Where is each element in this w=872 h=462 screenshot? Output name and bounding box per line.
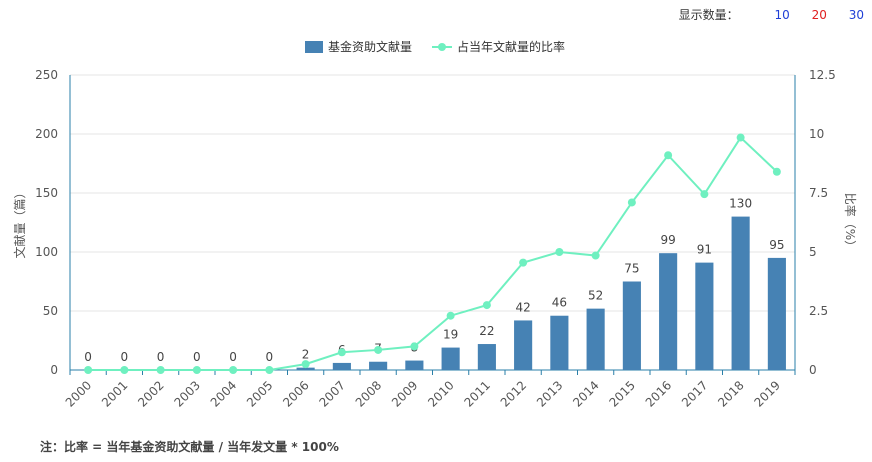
ratio-point — [446, 311, 455, 320]
ratio-point — [519, 258, 528, 267]
y2-tick-label: 7.5 — [809, 186, 828, 200]
ratio-point — [410, 342, 419, 351]
x-tick-label: 2002 — [135, 378, 166, 409]
y-tick-label: 0 — [50, 363, 58, 377]
ratio-point — [664, 151, 673, 160]
ratio-point — [736, 133, 745, 142]
x-tick-label: 2005 — [244, 378, 275, 409]
bar-value-label: 0 — [84, 350, 92, 364]
x-tick-label: 2018 — [715, 378, 746, 409]
y2-tick-label: 12.5 — [809, 68, 836, 82]
bar-value-label: 0 — [157, 350, 165, 364]
ratio-point — [84, 366, 93, 374]
ratio-point — [301, 360, 310, 369]
chart-note: 注：比率 = 当年基金资助文献量 / 当年发文量 * 100% — [40, 440, 339, 454]
x-tick-label: 2014 — [570, 378, 601, 409]
ratio-point — [265, 366, 274, 374]
bar-value-label: 75 — [624, 262, 639, 276]
bar — [477, 344, 496, 370]
legend-bar-label: 基金资助文献量 — [328, 39, 412, 54]
display-count-20[interactable]: 20 — [811, 8, 827, 22]
x-tick-label: 2016 — [643, 378, 674, 409]
bar — [296, 367, 315, 370]
bar-value-label: 19 — [443, 328, 458, 342]
y-tick-label: 250 — [35, 68, 58, 82]
bar — [622, 281, 641, 370]
bar — [731, 216, 750, 370]
x-tick-label: 2013 — [534, 378, 565, 409]
ratio-line — [88, 135, 778, 371]
ratio-point — [555, 248, 564, 256]
x-tick-label: 2010 — [425, 378, 456, 409]
y2-tick-label: 2.5 — [809, 304, 828, 318]
bar — [586, 308, 605, 370]
bar-value-label: 22 — [479, 324, 494, 338]
ratio-point — [591, 251, 600, 260]
bar — [405, 360, 424, 370]
x-tick-label: 2004 — [208, 378, 239, 409]
ratio-point — [120, 366, 129, 374]
bar — [369, 361, 388, 370]
ratio-point — [482, 301, 491, 310]
bar-value-label: 99 — [660, 233, 675, 247]
bar — [767, 257, 786, 370]
bar — [550, 315, 569, 370]
bar-value-label: 52 — [588, 289, 603, 303]
y2-tick-label: 0 — [809, 363, 817, 377]
y-tick-label: 150 — [35, 186, 58, 200]
bar-value-label: 0 — [229, 350, 237, 364]
bar-value-label: 2 — [302, 348, 310, 362]
legend-bar-swatch — [305, 41, 323, 53]
bar-value-label: 46 — [552, 296, 567, 310]
bar — [514, 320, 533, 370]
y2-tick-label: 10 — [809, 127, 824, 141]
y-axis-title: 文献量（篇） — [12, 186, 27, 258]
x-tick-label: 2008 — [353, 378, 384, 409]
y-tick-label: 200 — [35, 127, 58, 141]
display-count-label: 显示数量： — [678, 8, 739, 22]
ratio-point — [192, 366, 201, 374]
bar-value-label: 130 — [729, 197, 752, 211]
ratio-point — [374, 345, 383, 354]
y2-tick-label: 5 — [809, 245, 817, 259]
bar-value-label: 42 — [515, 300, 530, 314]
legend-line-marker — [438, 43, 446, 51]
ratio-point — [156, 366, 165, 374]
bar-value-label: 0 — [193, 350, 201, 364]
x-tick-label: 2015 — [606, 378, 637, 409]
x-tick-label: 2001 — [99, 378, 130, 409]
chart: 基金资助文献量 占当年文献量的比率05010015020025002.557.51… — [12, 39, 858, 410]
x-tick-label: 2006 — [280, 378, 311, 409]
x-tick-label: 2012 — [498, 378, 529, 409]
bar — [441, 347, 460, 370]
x-tick-label: 2003 — [171, 378, 202, 409]
display-count-30[interactable]: 30 — [848, 8, 864, 22]
ratio-point — [229, 366, 238, 374]
y-tick-label: 100 — [35, 245, 58, 259]
y2-axis-title: 比率（%） — [843, 193, 858, 252]
bar — [659, 253, 678, 370]
display-count-control: 显示数量： 10 20 30 — [679, 6, 864, 23]
x-tick-label: 2007 — [316, 378, 347, 409]
bar-value-label: 0 — [266, 350, 274, 364]
x-tick-label: 2000 — [63, 378, 94, 409]
x-tick-label: 2011 — [461, 378, 492, 409]
bar-value-label: 0 — [121, 350, 129, 364]
bar — [695, 262, 714, 370]
display-count-10[interactable]: 10 — [774, 8, 790, 22]
bar — [332, 362, 351, 370]
y-tick-label: 50 — [43, 304, 58, 318]
legend-line-label: 占当年文献量的比率 — [457, 39, 565, 54]
bar-value-label: 95 — [769, 238, 784, 252]
ratio-point — [700, 190, 709, 199]
x-tick-label: 2017 — [679, 378, 710, 409]
bar-value-label: 91 — [697, 243, 712, 257]
ratio-point — [772, 167, 781, 176]
ratio-point — [627, 198, 636, 207]
ratio-point — [337, 348, 346, 357]
x-tick-label: 2009 — [389, 378, 420, 409]
x-tick-label: 2019 — [751, 378, 782, 409]
